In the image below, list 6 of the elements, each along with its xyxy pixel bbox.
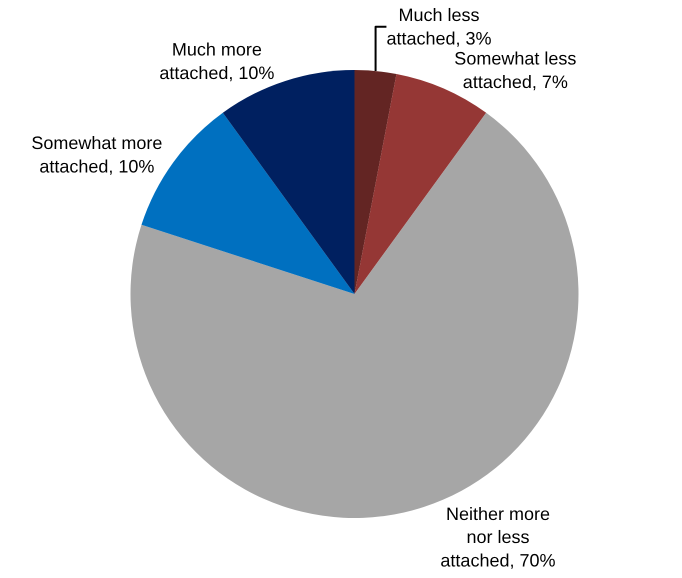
slice-label: Somewhat more attached, 10%	[31, 133, 162, 177]
pie-slice	[354, 70, 396, 294]
slice-label: Neither more nor less attached, 70%	[440, 504, 556, 571]
slice-label: Somewhat less attached, 7%	[454, 48, 576, 92]
slice-label: Much more attached, 10%	[159, 40, 274, 84]
slice-label: Much less attached, 3%	[386, 5, 492, 48]
